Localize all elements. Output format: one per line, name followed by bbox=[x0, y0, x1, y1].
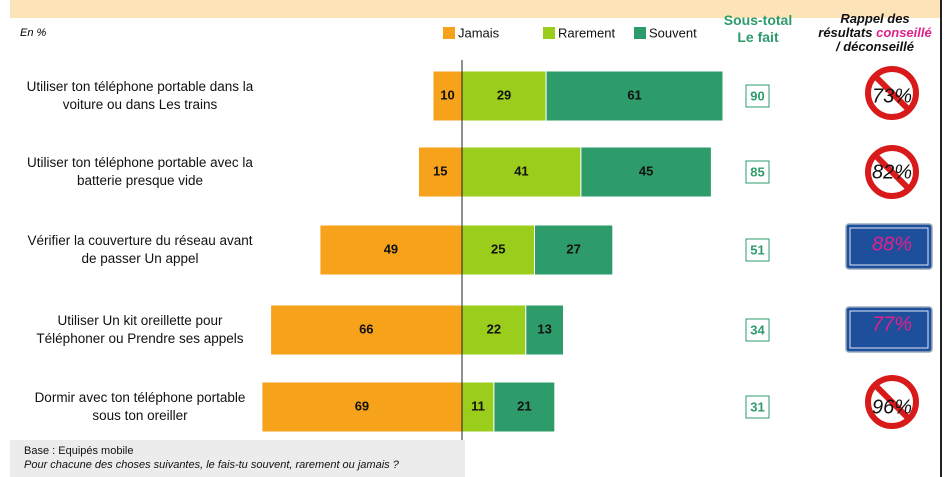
recall-value: 88% bbox=[872, 233, 912, 255]
data-label: 61 bbox=[627, 87, 641, 102]
category-label: Utiliser ton téléphone portable dans la … bbox=[26, 79, 254, 112]
legend-swatch bbox=[634, 27, 646, 39]
base-note: Base : Equipés mobile bbox=[24, 445, 134, 457]
legend-label: Rarement bbox=[558, 25, 615, 40]
category-label: Vérifier la couverture du réseau avant d… bbox=[27, 233, 253, 266]
legend-swatch bbox=[543, 27, 555, 39]
bar bbox=[319, 224, 463, 276]
data-label: 66 bbox=[359, 321, 373, 336]
legend-label: Souvent bbox=[649, 25, 697, 40]
recall-value: 73% bbox=[872, 85, 912, 107]
recall-title-part: conseillé bbox=[876, 25, 932, 40]
data-label: 27 bbox=[566, 241, 580, 256]
recall-value: 77% bbox=[872, 313, 912, 335]
bar bbox=[418, 146, 463, 198]
subtotal-box bbox=[745, 160, 770, 184]
subtotal-value: 51 bbox=[750, 242, 764, 257]
bar bbox=[580, 146, 712, 198]
data-label: 45 bbox=[639, 163, 653, 178]
subtotal-title-line: Le fait bbox=[737, 29, 779, 45]
bar bbox=[270, 304, 463, 356]
recall-title-line: Rappel des bbox=[840, 11, 910, 26]
bar bbox=[525, 304, 564, 356]
data-label: 25 bbox=[491, 241, 505, 256]
unit-label: En % bbox=[20, 27, 47, 39]
recall-title-part: résultats bbox=[818, 25, 873, 40]
bar bbox=[534, 224, 614, 276]
legend-swatch bbox=[443, 27, 455, 39]
data-label: 10 bbox=[440, 87, 454, 102]
category-label: Dormir avec ton téléphone portable sous … bbox=[34, 390, 246, 423]
icon-sign bbox=[845, 306, 933, 353]
subtotal-value: 31 bbox=[750, 399, 764, 414]
bar bbox=[461, 224, 535, 276]
recall-value: 82% bbox=[872, 161, 912, 183]
data-label: 69 bbox=[355, 398, 369, 413]
data-label: 15 bbox=[433, 163, 447, 178]
icon-prohibited bbox=[865, 66, 919, 120]
data-label: 11 bbox=[471, 398, 485, 413]
category-label: Utiliser Un kit oreillette pour Téléphon… bbox=[36, 313, 244, 346]
data-label: 29 bbox=[497, 87, 511, 102]
bar bbox=[493, 381, 556, 433]
subtotal-box bbox=[745, 84, 770, 108]
question-note: Pour chacune des choses suivantes, le fa… bbox=[24, 459, 399, 471]
subtotal-value: 85 bbox=[750, 164, 764, 179]
recall-title-line: résultats conseillé bbox=[800, 26, 947, 40]
subtotal-title-line: Sous-total bbox=[723, 12, 793, 28]
legend-label: Jamais bbox=[458, 25, 500, 40]
data-label: 41 bbox=[514, 163, 528, 178]
data-label: 21 bbox=[517, 398, 531, 413]
recall-title-line: / déconseillé bbox=[835, 39, 915, 54]
data-label: 49 bbox=[384, 241, 398, 256]
icon-sign bbox=[845, 223, 933, 270]
bar bbox=[461, 146, 582, 198]
subtotal-title: Sous-total Le fait bbox=[718, 12, 798, 46]
data-label: 13 bbox=[537, 321, 551, 336]
bar bbox=[461, 70, 547, 122]
subtotal-box bbox=[745, 238, 770, 262]
bar bbox=[261, 381, 463, 433]
category-label: Utiliser ton téléphone portable avec la … bbox=[27, 155, 253, 188]
recall-value: 96% bbox=[872, 396, 912, 418]
top-band bbox=[10, 0, 940, 18]
subtotal-value: 90 bbox=[750, 88, 764, 103]
icon-prohibited bbox=[865, 145, 919, 199]
subtotal-box bbox=[745, 395, 770, 419]
data-label: 22 bbox=[487, 321, 501, 336]
subtotal-value: 34 bbox=[750, 322, 765, 337]
bar bbox=[432, 70, 463, 122]
bar bbox=[461, 304, 527, 356]
footnote: Base : Equipés mobile Pour chacune des c… bbox=[10, 440, 465, 477]
subtotal-box bbox=[745, 318, 770, 342]
bar bbox=[545, 70, 724, 122]
icon-prohibited bbox=[865, 375, 919, 429]
recall-title: Rappel des résultats conseillé / déconse… bbox=[800, 12, 947, 54]
